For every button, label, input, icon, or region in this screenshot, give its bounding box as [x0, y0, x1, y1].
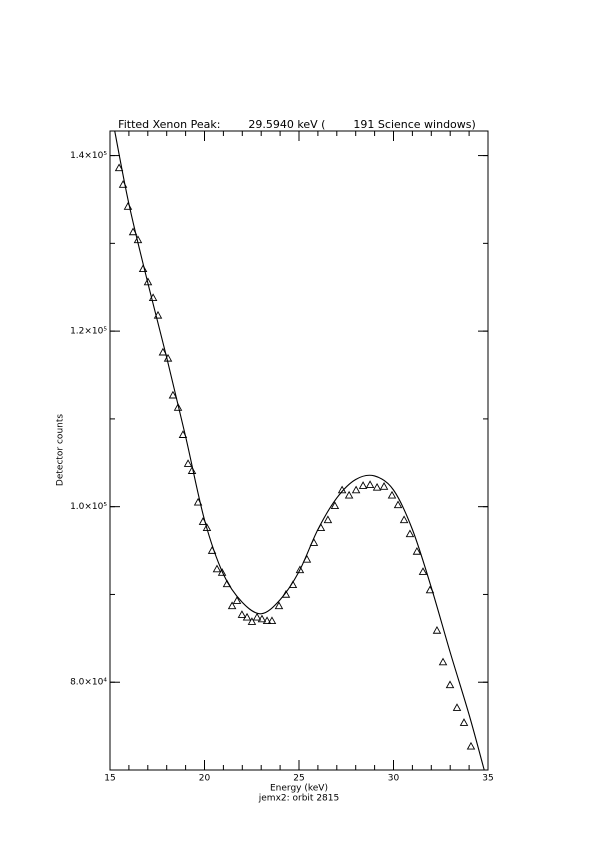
y-tick-label: 8.0×10⁴	[70, 678, 107, 688]
subtitle: jemx2: orbit 2815	[258, 794, 339, 804]
data-point	[372, 482, 382, 491]
data-point	[445, 680, 455, 689]
x-tick-label: 35	[482, 774, 493, 784]
data-point	[202, 523, 212, 531]
chart-title: Fitted Xenon Peak: 29.5940 keV ( 191 Sci…	[118, 118, 476, 131]
data-point	[452, 703, 462, 711]
data-point	[168, 390, 178, 399]
data-point	[274, 601, 284, 610]
y-axis-label: Detector counts	[56, 414, 66, 486]
x-tick-label: 20	[199, 774, 211, 784]
data-point	[227, 601, 237, 610]
data-point	[262, 616, 272, 625]
x-tick-label: 30	[388, 774, 400, 784]
data-point	[212, 564, 222, 573]
y-tick-label: 1.2×10⁵	[70, 327, 107, 337]
data-point	[257, 614, 267, 623]
data-point	[232, 596, 242, 604]
data-point	[466, 741, 476, 750]
y-tick-label: 1.4×10⁵	[70, 151, 107, 161]
data-point	[237, 610, 247, 618]
data-point	[252, 612, 262, 621]
data-point	[438, 657, 448, 666]
data-point	[217, 568, 227, 576]
data-point	[114, 163, 124, 172]
x-axis-label: Energy (keV)	[270, 784, 328, 794]
data-point	[330, 501, 340, 510]
data-point	[387, 490, 397, 499]
data-point	[163, 353, 173, 362]
data-point	[379, 482, 389, 490]
data-point	[412, 547, 422, 555]
data-point	[247, 617, 257, 625]
data-point	[295, 565, 305, 574]
data-point	[187, 466, 197, 474]
fit-line	[114, 130, 485, 771]
data-point	[344, 490, 354, 499]
plot-frame	[109, 130, 489, 771]
data-point	[267, 616, 277, 625]
data-point	[351, 485, 361, 494]
x-tick-label: 15	[104, 774, 115, 784]
data-point	[183, 459, 193, 467]
data-point	[418, 567, 428, 575]
data-point	[399, 515, 409, 524]
data-point	[242, 612, 252, 621]
data-point	[432, 626, 442, 634]
x-tick-label: 25	[293, 774, 304, 784]
data-point	[173, 403, 183, 411]
data-point	[459, 718, 469, 726]
data-point	[138, 264, 148, 273]
data-point	[358, 481, 368, 489]
data-point	[158, 347, 168, 356]
data-point	[323, 515, 333, 524]
data-point	[405, 529, 415, 538]
y-tick-label: 1.0×10⁵	[70, 502, 107, 512]
data-point	[365, 480, 375, 488]
data-point	[393, 500, 403, 509]
